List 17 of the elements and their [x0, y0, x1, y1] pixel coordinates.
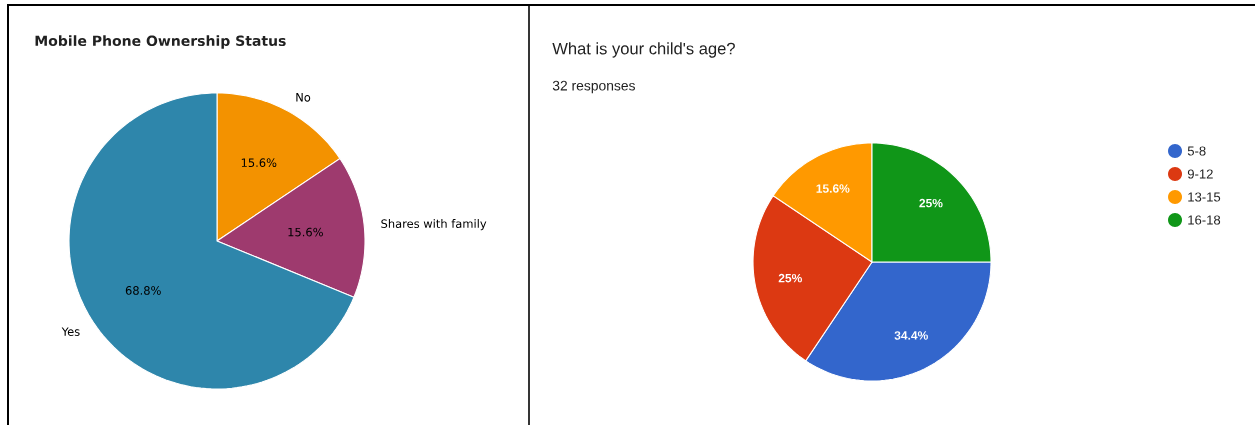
slice-label: No: [296, 93, 311, 102]
chart-title: Mobile Phone Ownership Status: [35, 35, 286, 49]
legend-label: 9-12: [1187, 169, 1213, 179]
data-label: 15.6%: [241, 158, 277, 167]
legend-label: 13-15: [1188, 192, 1221, 202]
data-label: 25%: [919, 198, 943, 208]
legend-label: 5-8: [1187, 146, 1206, 156]
data-label: 68.8%: [125, 286, 161, 295]
data-label: 25%: [778, 273, 802, 283]
data-label: 34.4%: [894, 331, 928, 340]
text: 32 responses: [552, 80, 636, 94]
data-label: 15.6%: [816, 184, 850, 193]
data-label: 15.6%: [288, 227, 323, 237]
slice-label: Yes: [61, 327, 80, 336]
legend-label: 16-18: [1188, 215, 1221, 225]
slice-label: Shares with family: [381, 219, 487, 231]
chart-title: What is your child's age?: [552, 42, 735, 58]
